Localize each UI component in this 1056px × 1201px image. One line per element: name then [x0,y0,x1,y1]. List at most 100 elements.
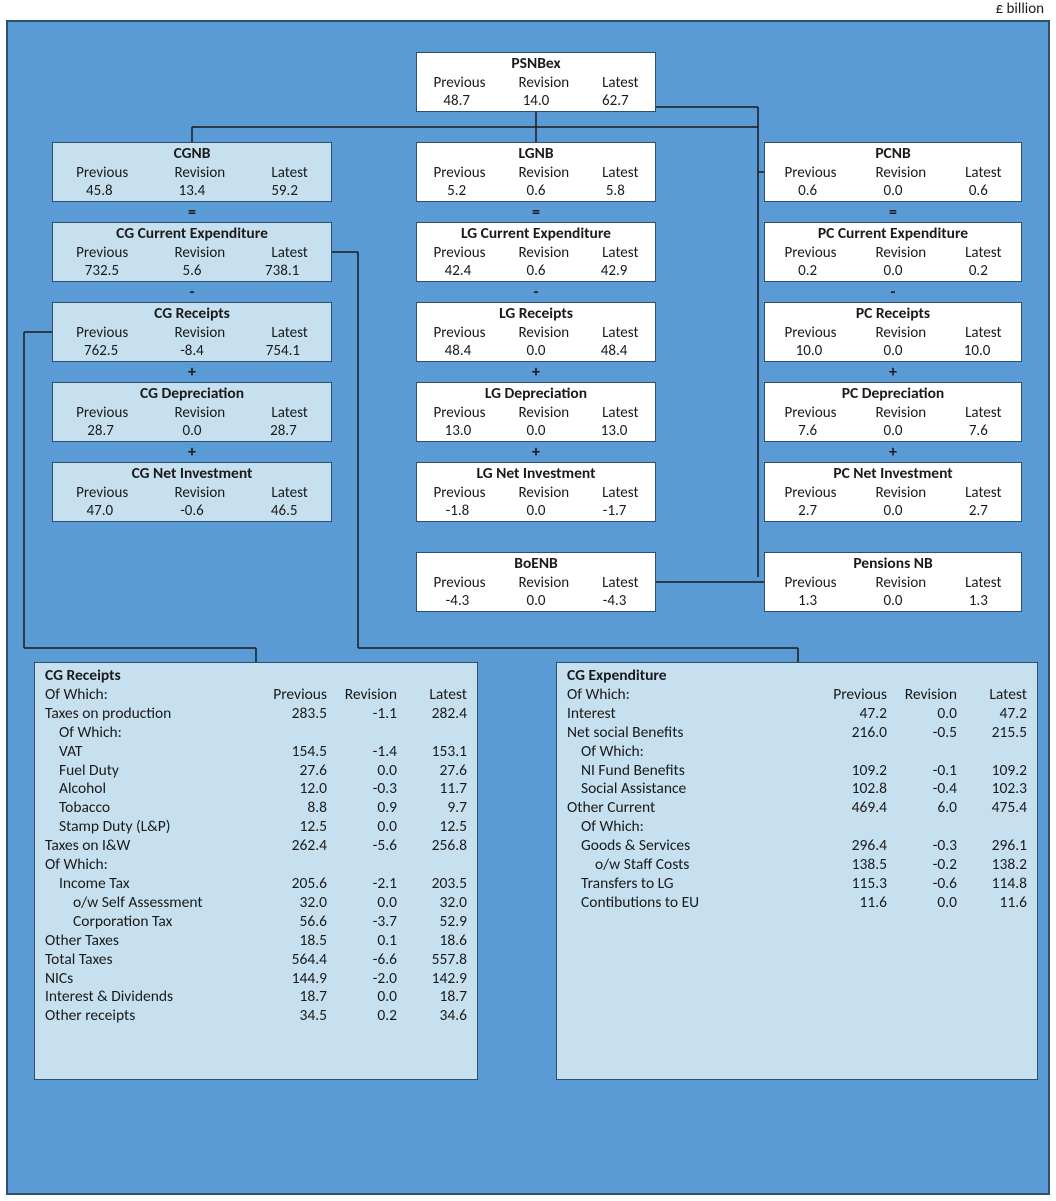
lg-lg_net-box-title: LG Net Investment [417,463,655,484]
cg-receipts-panel-row-4-lat: 11.7 [399,780,469,799]
cg-receipts-panel-row-9-prev: 205.6 [259,875,329,894]
cg-expenditure-panel-row-7-prev: 296.4 [819,837,889,856]
lg-op-2: + [526,363,546,382]
cg-receipts-panel-row-5-lat: 9.7 [399,799,469,818]
psnbex-box-vals: 48.714.062.7 [417,92,655,112]
cg-cg_dep-box-cols: PreviousRevisionLatest [53,404,331,422]
pc-pc_dep-box-vals: 7.60.07.6 [765,422,1021,442]
cg-expenditure-panel-row-1-lat: 215.5 [959,724,1029,743]
lg-lg_curr-box-vals: 42.40.642.9 [417,262,655,282]
cg-cg_rec-box: CG ReceiptsPreviousRevisionLatest762.5-8… [52,302,332,362]
cg-receipts-panel-subtitle: Of Which: [43,686,259,705]
cg-receipts-panel-row-7-prev: 262.4 [259,837,329,856]
cg-receipts-panel-row-10-prev: 32.0 [259,894,329,913]
cg-receipts-panel-row-14-lat: 142.9 [399,970,469,989]
cg-expenditure-panel-row-0-lat: 47.2 [959,705,1029,724]
pc-pc_rec-box-vals: 10.00.010.0 [765,342,1021,362]
lg-lg_rec-box-vals: 48.40.048.4 [417,342,655,362]
cg-receipts-panel-row-12-label: Other Taxes [43,932,259,951]
cg-receipts-panel-row-3-lat: 27.6 [399,762,469,781]
pensions-nb-box-vals: 1.30.01.3 [765,592,1021,612]
cg-receipts-panel-row-13-label: Total Taxes [43,951,259,970]
pc-pc_net-box-cols: PreviousRevisionLatest [765,484,1021,502]
cg-cg_rec-box-vals: 762.5-8.4754.1 [53,342,331,362]
pensions-nb-box-cols: PreviousRevisionLatest [765,574,1021,592]
lg-lg_rec-box: LG ReceiptsPreviousRevisionLatest48.40.0… [416,302,656,362]
pc-pc_curr-box-vals: 0.20.00.2 [765,262,1021,282]
lg-lgnb-box: LGNBPreviousRevisionLatest5.20.65.8 [416,142,656,202]
cg-op-2: + [182,363,202,382]
pensions-nb-box: Pensions NBPreviousRevisionLatest1.30.01… [764,552,1022,612]
pc-pc_rec-box-cols: PreviousRevisionLatest [765,324,1021,342]
cg-expenditure-panel-row-4-lat: 102.3 [959,780,1029,799]
lg-lg_curr-box-cols: PreviousRevisionLatest [417,244,655,262]
boenb-box-vals: -4.30.0-4.3 [417,592,655,612]
cg-expenditure-panel-row-9-rev: -0.6 [889,875,959,894]
cg-receipts-panel-row-11-lat: 52.9 [399,913,469,932]
cg-cgnb-box: CGNBPreviousRevisionLatest45.813.459.2 [52,142,332,202]
pensions-nb-box-title: Pensions NB [765,553,1021,574]
cg-receipts-panel-row-12-lat: 18.6 [399,932,469,951]
cg-receipts-panel-row-0-rev: -1.1 [329,705,399,724]
lg-lg_rec-box-title: LG Receipts [417,303,655,324]
cg-receipts-panel-row-6-rev: 0.0 [329,818,399,837]
cg-receipts-panel-row-9-label: Income Tax [43,875,259,894]
cg-expenditure-panel-row-1-rev: -0.5 [889,724,959,743]
cg-receipts-panel-row-5-prev: 8.8 [259,799,329,818]
cg-receipts-panel-row-9-rev: -2.1 [329,875,399,894]
lg-lg_curr-box: LG Current ExpenditurePreviousRevisionLa… [416,222,656,282]
lg-lgnb-box-title: LGNB [417,143,655,164]
cg-receipts-panel-row-14-label: NICs [43,970,259,989]
lg-lgnb-box-cols: PreviousRevisionLatest [417,164,655,182]
boenb-box-title: BoENB [417,553,655,574]
lg-op-1: - [526,283,546,302]
pc-pcnb-box-cols: PreviousRevisionLatest [765,164,1021,182]
cg-cg_rec-box-cols: PreviousRevisionLatest [53,324,331,342]
cg-receipts-panel-row-16-rev: 0.2 [329,1007,399,1026]
cg-expenditure-panel-row-10-lat: 11.6 [959,894,1029,913]
lg-op-0: = [526,203,546,222]
cg-receipts-panel-row-6-label: Stamp Duty (L&P) [43,818,259,837]
cg-receipts-panel-row-3-label: Fuel Duty [43,762,259,781]
boenb-box: BoENBPreviousRevisionLatest-4.30.0-4.3 [416,552,656,612]
cg-receipts-panel-row-12-rev: 0.1 [329,932,399,951]
diagram-canvas: £ billion [0,0,1056,1201]
cg-op-3: + [182,443,202,462]
cg-expenditure-panel-row-9-lat: 114.8 [959,875,1029,894]
pc-op-3: + [883,443,903,462]
cg-cg_dep-box-title: CG Depreciation [53,383,331,404]
cg-receipts-panel-row-4-prev: 12.0 [259,780,329,799]
pc-op-0: = [883,203,903,222]
cg-receipts-panel-row-13-lat: 557.8 [399,951,469,970]
psnbex-box-title: PSNBex [417,53,655,74]
cg-receipts-panel-row-2-prev: 154.5 [259,743,329,762]
pc-op-2: + [883,363,903,382]
cg-expenditure-panel-row-0-prev: 47.2 [819,705,889,724]
lg-op-3: + [526,443,546,462]
cg-cg_rec-box-title: CG Receipts [53,303,331,324]
cg-expenditure-panel-row-7-lat: 296.1 [959,837,1029,856]
lg-lg_rec-box-cols: PreviousRevisionLatest [417,324,655,342]
cg-receipts-panel-row-16-lat: 34.6 [399,1007,469,1026]
cg-receipts-panel-title: CG Receipts [43,667,259,686]
cg-expenditure-panel-row-8-lat: 138.2 [959,856,1029,875]
cg-receipts-panel-row-0-label: Taxes on production [43,705,259,724]
cg-cg_curr-box-vals: 732.55.6738.1 [53,262,331,282]
cg-receipts-panel-row-16-prev: 34.5 [259,1007,329,1026]
lg-lg_curr-box-title: LG Current Expenditure [417,223,655,244]
cg-receipts-panel-row-14-rev: -2.0 [329,970,399,989]
cg-receipts-panel-row-14-prev: 144.9 [259,970,329,989]
cg-receipts-panel: CG ReceiptsOf Which:PreviousRevisionLate… [34,662,478,1080]
pc-pc_net-box-vals: 2.70.02.7 [765,502,1021,522]
cg-expenditure-panel-row-9-label: Transfers to LG [565,875,819,894]
pc-pc_rec-box-title: PC Receipts [765,303,1021,324]
cg-receipts-panel-row-2-lat: 153.1 [399,743,469,762]
pc-pc_curr-box-title: PC Current Expenditure [765,223,1021,244]
cg-receipts-panel-row-0-lat: 282.4 [399,705,469,724]
cg-expenditure-panel-row-1-label: Net social Benefits [565,724,819,743]
cg-expenditure-panel-row-5-prev: 469.4 [819,799,889,818]
cg-cg_net-box-cols: PreviousRevisionLatest [53,484,331,502]
cg-expenditure-panel-row-3-prev: 109.2 [819,762,889,781]
lg-lg_dep-box-title: LG Depreciation [417,383,655,404]
cg-expenditure-panel-row-5-rev: 6.0 [889,799,959,818]
